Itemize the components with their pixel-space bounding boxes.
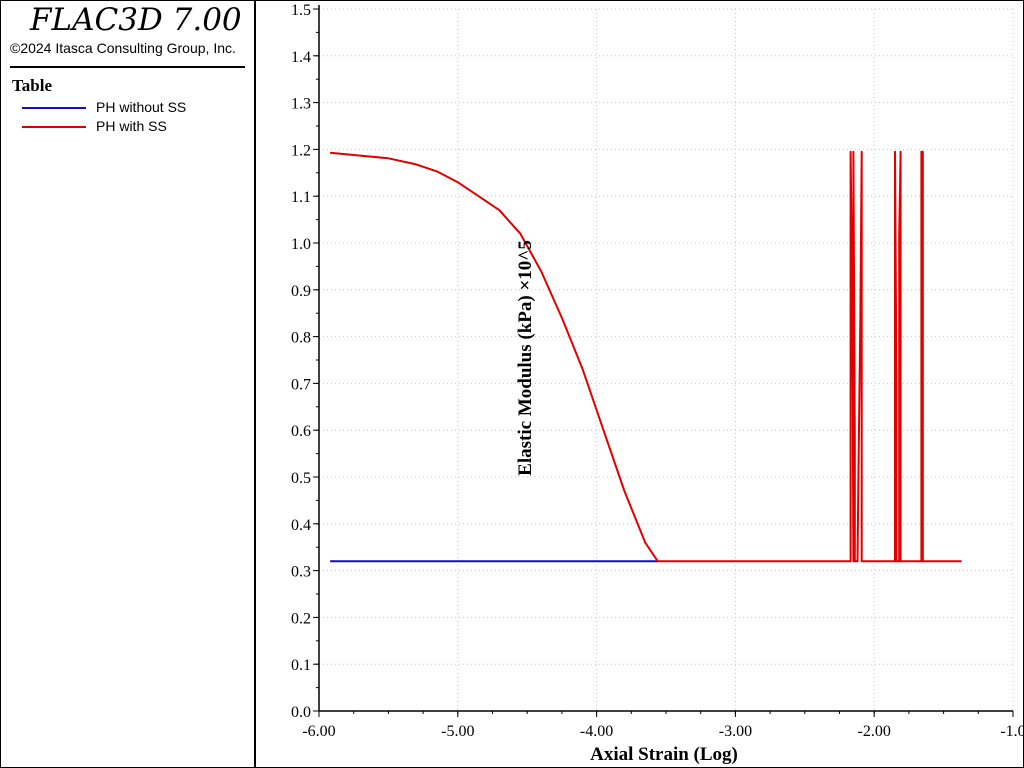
- copyright-text: ©2024 Itasca Consulting Group, Inc.: [10, 40, 236, 56]
- grid-lines: [318, 8, 1014, 712]
- y-axis-label: Elastic Modulus (kPa) ×10^5: [515, 240, 536, 476]
- divider: [10, 66, 245, 68]
- legend-swatch-blue: [22, 107, 86, 109]
- y-tick-label: 1.1: [291, 189, 311, 206]
- chart-area: 0.0 0.1 0.2 0.3 0.4 0.5 0.6 0.7 0.8 0.9 1.0 1.1 1.2 1…: [291, 2, 1024, 765]
- series-lines: [330, 150, 962, 563]
- y-tick-label: 1.4: [291, 49, 311, 66]
- y-tick-label: 0.9: [291, 283, 311, 300]
- legend-title: Table: [12, 76, 53, 95]
- y-tick-label: 1.2: [291, 142, 311, 159]
- x-tick-label: -2.00: [858, 723, 891, 740]
- y-tick-label: 0.7: [291, 376, 311, 393]
- y-tick-label: 0.6: [291, 423, 311, 440]
- series-line-ph-with-ss: [330, 150, 962, 563]
- legend-item-ph-without-ss: PH without SS: [22, 99, 252, 117]
- x-axis-label: Axial Strain (Log): [590, 744, 738, 765]
- y-tick-label: 1.5: [291, 2, 311, 19]
- legend-label: PH with SS: [96, 118, 167, 134]
- y-tick-labels: 0.0 0.1 0.2 0.3 0.4 0.5 0.6 0.7 0.8 0.9 1.0 1.1 1.2 1…: [291, 2, 311, 721]
- legend-swatch-red: [22, 126, 86, 128]
- y-tick-label: 0.0: [291, 704, 311, 721]
- x-tick-label: -3.00: [719, 723, 752, 740]
- legend-label: PH without SS: [96, 99, 187, 115]
- y-tick-label: 0.8: [291, 330, 311, 347]
- y-tick-label: 0.3: [291, 564, 311, 581]
- x-tick-label: -6.00: [302, 723, 335, 740]
- y-tick-label: 0.1: [291, 657, 311, 674]
- x-tick-label: -1.0: [1000, 723, 1024, 740]
- legend-item-ph-with-ss: PH with SS: [22, 118, 252, 136]
- x-tick-label: -5.00: [441, 723, 474, 740]
- y-tick-label: 0.5: [291, 470, 311, 487]
- app-title: FLAC3D 7.00: [30, 2, 242, 38]
- y-tick-label: 1.0: [291, 236, 311, 253]
- y-tick-label: 1.3: [291, 96, 311, 113]
- y-tick-label: 0.4: [291, 517, 311, 534]
- x-tick-label: -4.00: [580, 723, 613, 740]
- x-tick-labels: -6.00 -5.00 -4.00 -3.00 -2.00 -1.0: [302, 723, 1024, 740]
- axes: [313, 5, 1014, 717]
- y-tick-label: 0.2: [291, 610, 311, 627]
- side-panel: FLAC3D 7.00 ©2024 Itasca Consulting Grou…: [0, 0, 256, 768]
